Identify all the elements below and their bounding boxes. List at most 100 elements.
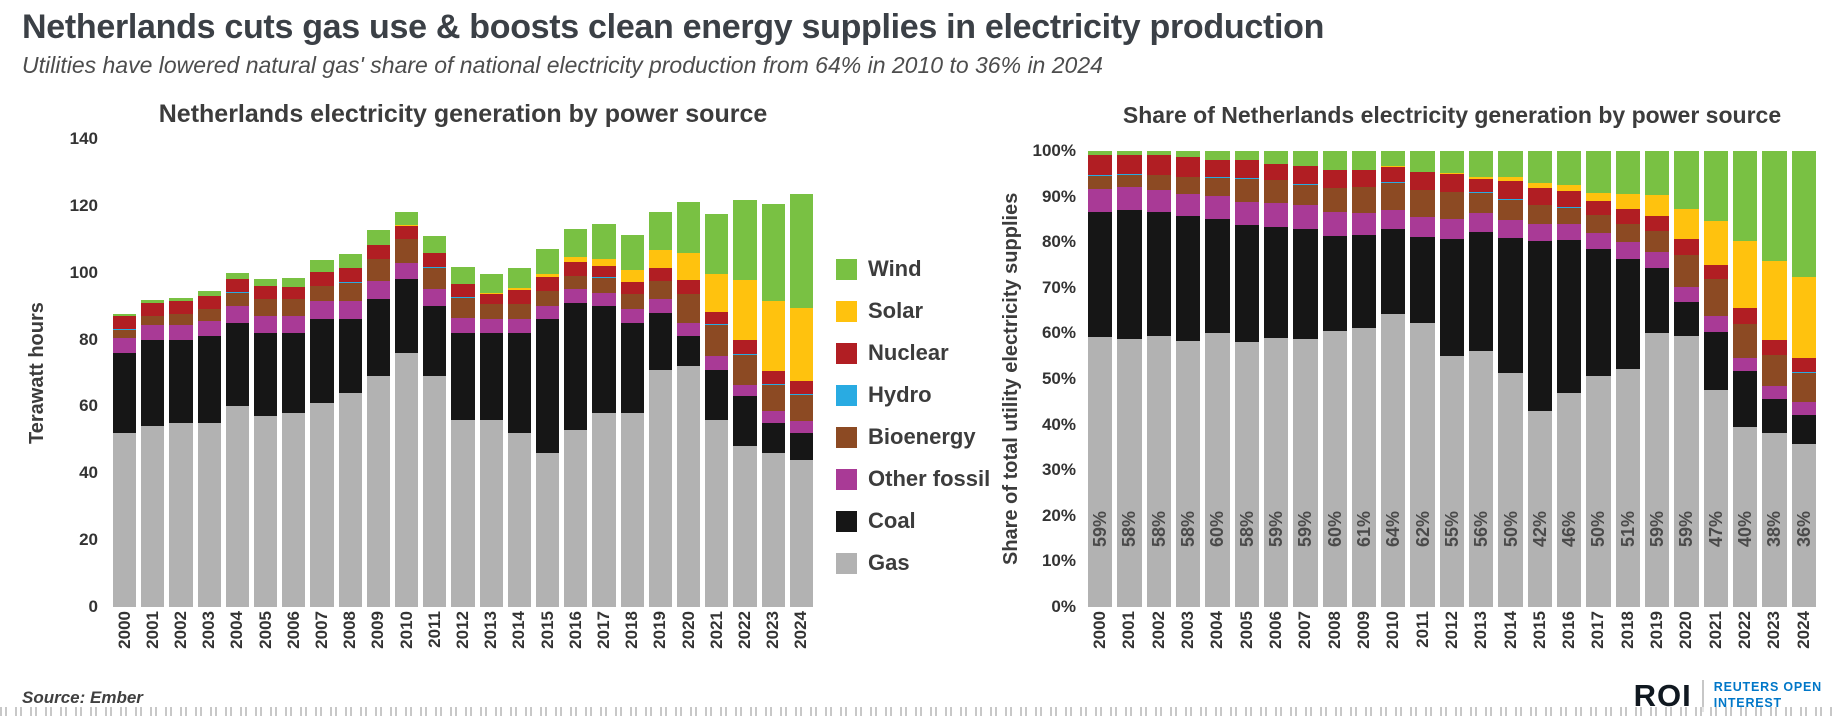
segment-nuclear <box>1439 174 1465 192</box>
bar-2016: 46% <box>1557 151 1582 607</box>
left-x-cell-2000: 2000 <box>113 611 136 669</box>
legend-label-solar: Solar <box>868 298 924 323</box>
left-x-label-2014: 2014 <box>509 611 529 649</box>
segment-hydro <box>1088 175 1113 176</box>
bar-2020: 59% <box>1674 151 1699 607</box>
right-y-tick-30: 30% <box>1041 460 1076 480</box>
segment-gas <box>564 429 588 607</box>
right-y-tick-10: 10% <box>1041 551 1076 571</box>
segment-bioenergy <box>1234 178 1259 203</box>
legend-swatch-solar <box>836 300 857 322</box>
right-x-axis-labels: 2000 2001 2002 2003 2004 2005 2006 2007 2008 2009… <box>1088 611 1816 669</box>
segment-bioenergy <box>1410 190 1435 217</box>
segment-nuclear <box>733 340 757 355</box>
left-y-tick-80: 80 <box>79 329 98 349</box>
segment-nuclear <box>169 301 193 315</box>
segment-wind <box>169 298 193 302</box>
segment-other-fossil <box>395 262 419 280</box>
legend-label-coal: Coal <box>868 508 916 533</box>
segment-nuclear <box>564 262 588 276</box>
right-y-tick-50: 50% <box>1041 369 1076 388</box>
segment-other-fossil <box>1615 242 1640 259</box>
segment-other-fossil <box>761 411 785 424</box>
segment-coal <box>1732 371 1758 428</box>
segment-gas <box>705 419 729 607</box>
gas-share-label-2024: 36% <box>1793 510 1814 547</box>
bar-2006 <box>282 278 306 607</box>
right-x-label-2010: 2010 <box>1383 611 1403 649</box>
segment-other-fossil <box>1117 187 1142 210</box>
segment-solar <box>1469 176 1494 179</box>
segment-gas <box>789 459 814 607</box>
bar-2012 <box>451 267 475 607</box>
segment-other-fossil <box>451 317 475 333</box>
segment-gas <box>1351 328 1377 607</box>
segment-nuclear <box>1732 308 1758 324</box>
segment-wind <box>1234 151 1259 161</box>
segment-wind <box>1586 151 1611 193</box>
chart-legend: Wind Solar Nuclear Hydro Bioenergy Other foss… <box>836 256 990 576</box>
segment-other-fossil <box>536 306 560 320</box>
segment-nuclear <box>536 277 560 291</box>
segment-solar <box>761 301 785 372</box>
segment-nuclear <box>507 290 532 305</box>
left-x-cell-2001: 2001 <box>141 611 164 669</box>
gas-share-label-2009: 61% <box>1353 510 1374 547</box>
segment-coal <box>677 336 701 367</box>
segment-other-fossil <box>1410 216 1435 238</box>
bar-2023: 38% <box>1762 151 1787 607</box>
segment-gas <box>677 366 701 607</box>
legend-label-gas: Gas <box>868 550 910 575</box>
right-x-cell-2019: 2019 <box>1645 611 1669 669</box>
segment-gas <box>1117 338 1142 607</box>
right-x-cell-2004: 2004 <box>1205 611 1229 669</box>
segment-coal <box>1439 239 1465 356</box>
legend-item-coal: Coal <box>836 508 990 534</box>
right-x-cell-2013: 2013 <box>1469 611 1493 669</box>
left-x-cell-2003: 2003 <box>198 611 221 669</box>
segment-gas <box>733 446 757 607</box>
segment-wind <box>1615 151 1640 195</box>
source-note: Source: Ember <box>22 688 143 707</box>
gas-share-label-2018: 51% <box>1617 510 1638 547</box>
segment-other-fossil <box>113 337 137 353</box>
segment-bioenergy <box>1117 174 1142 188</box>
right-y-tick-70: 70% <box>1041 277 1076 297</box>
bar-2016 <box>564 228 588 607</box>
left-x-cell-2019: 2019 <box>649 611 672 669</box>
segment-nuclear <box>1263 163 1289 180</box>
segment-solar <box>648 249 673 268</box>
segment-bioenergy <box>677 294 701 323</box>
segment-nuclear <box>1615 209 1640 224</box>
gas-share-label-2011: 62% <box>1412 510 1433 547</box>
page-title: Netherlands cuts gas use & boosts clean … <box>22 8 1325 46</box>
segment-other-fossil <box>1175 193 1201 216</box>
left-x-cell-2004: 2004 <box>226 611 249 669</box>
segment-wind <box>648 211 673 250</box>
bar-2001: 58% <box>1117 151 1142 607</box>
segment-other-fossil <box>1234 202 1259 226</box>
segment-nuclear <box>395 225 419 239</box>
roi-logo-caption-line2: INTEREST <box>1713 696 1782 710</box>
bar-2005: 58% <box>1234 151 1259 607</box>
legend-item-other-fossil: Other fossil <box>836 466 990 492</box>
segment-nuclear <box>1205 159 1230 178</box>
segment-other-fossil <box>1791 402 1816 415</box>
segment-bioenergy <box>423 267 447 290</box>
gas-share-label-2019: 59% <box>1647 510 1668 547</box>
right-x-cell-2011: 2011 <box>1410 611 1434 669</box>
segment-solar <box>1527 182 1552 188</box>
segment-coal <box>648 312 673 370</box>
segment-wind <box>1410 151 1435 172</box>
segment-solar <box>1762 260 1787 341</box>
segment-nuclear <box>423 253 447 268</box>
segment-gas <box>197 423 221 607</box>
segment-gas <box>1527 411 1552 607</box>
segment-gas <box>1410 323 1435 607</box>
right-y-axis-label: Share of total utility electricity suppl… <box>1000 192 1022 566</box>
left-x-label-2004: 2004 <box>227 611 247 649</box>
left-x-cell-2017: 2017 <box>592 611 615 669</box>
segment-wind <box>1498 151 1523 178</box>
bar-2024: 36% <box>1791 151 1816 607</box>
